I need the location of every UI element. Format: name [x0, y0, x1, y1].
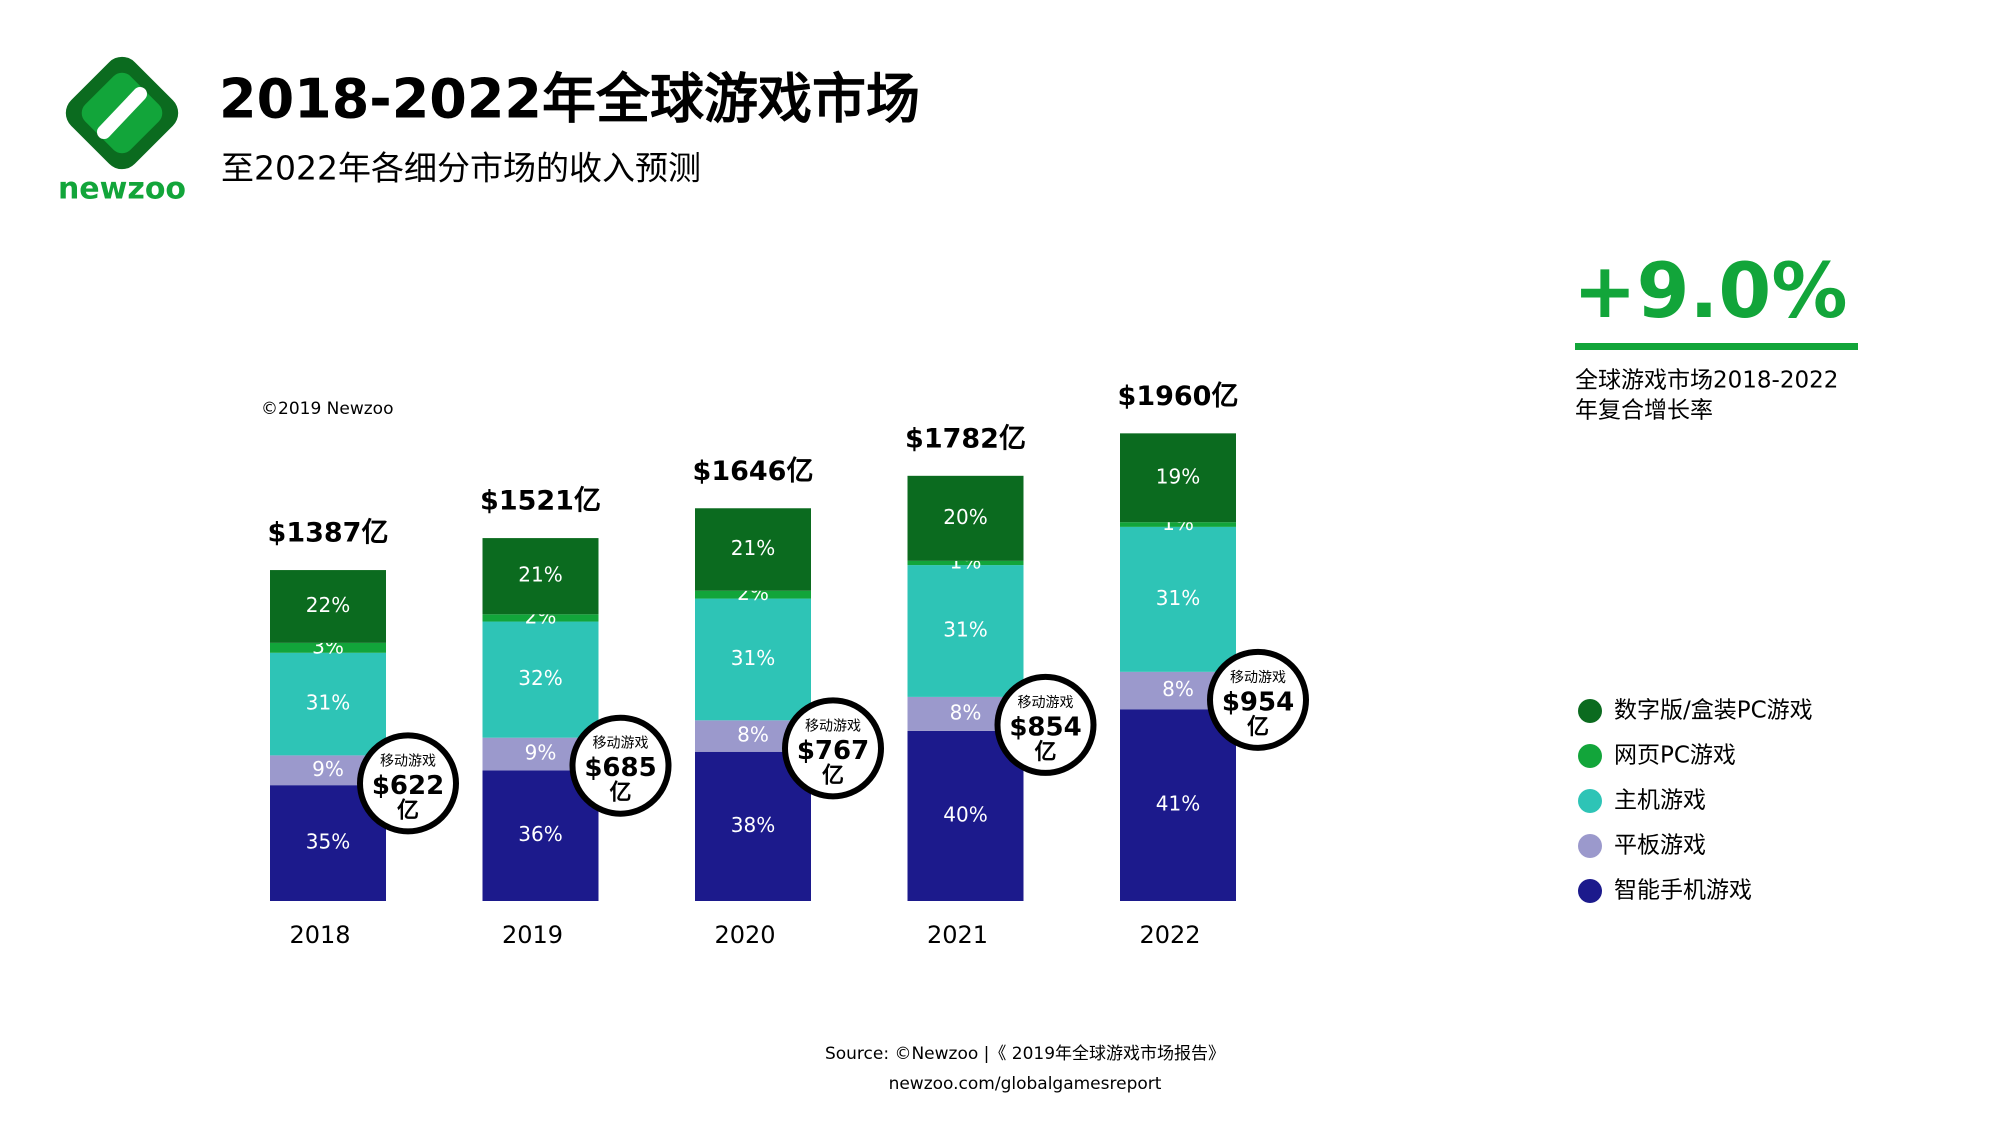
bar-segment: [270, 570, 386, 643]
copyright: ©2019 Newzoo: [261, 399, 393, 419]
mobile-unit: 亿: [397, 798, 419, 823]
x-tick-label: 2018: [289, 921, 350, 949]
bar-segment: [907, 730, 1024, 901]
x-tick-label: 2021: [927, 921, 988, 949]
segment-label: 21%: [518, 563, 562, 587]
bar-segment: [270, 642, 386, 653]
bar-segment: [907, 475, 1024, 561]
mobile-value: $954: [1222, 687, 1294, 717]
mobile-unit: 亿: [1034, 740, 1056, 765]
segment-label: 8%: [737, 723, 769, 747]
segment-label: 21%: [731, 536, 775, 560]
total-label: $1646亿: [693, 456, 814, 487]
legend-swatch: [1578, 744, 1602, 768]
bar-segment: [907, 565, 1024, 697]
segment-label: 38%: [731, 813, 775, 837]
legend-swatch: [1578, 834, 1602, 858]
cagr-caption: 年复合增长率: [1575, 398, 1713, 424]
bar-segment: [482, 621, 599, 738]
mobile-unit: 亿: [822, 763, 844, 788]
legend-label: 主机游戏: [1614, 788, 1706, 814]
mobile-callout: [1207, 648, 1309, 751]
bar-segment: [482, 614, 599, 622]
segment-label: 19%: [1156, 464, 1200, 488]
logo-text: newzoo: [58, 172, 186, 207]
chart-title: 2018-2022年全球游戏市场: [219, 68, 920, 131]
total-label: $1387亿: [268, 518, 389, 549]
legend-label: 网页PC游戏: [1614, 743, 1736, 769]
bar-segment: [1120, 526, 1236, 672]
cagr-caption: 全球游戏市场2018-2022: [1575, 368, 1838, 394]
bar-segment: [695, 590, 811, 599]
mobile-label: 移动游戏: [380, 753, 436, 769]
segment-label: 9%: [312, 757, 344, 781]
x-tick-label: 2022: [1139, 921, 1200, 949]
bar-segment: [482, 538, 599, 615]
bar-segment: [907, 560, 1024, 566]
source: Source: ©Newzoo |《 2019年全球游戏市场报告》: [825, 1044, 1225, 1064]
segment-label: 36%: [518, 822, 562, 846]
segment-label: 8%: [950, 700, 982, 724]
segment-label: 35%: [306, 830, 350, 854]
mobile-unit: 亿: [609, 781, 631, 806]
mobile-value: $685: [584, 753, 656, 783]
mobile-value: $767: [797, 736, 869, 766]
segment-label: 20%: [943, 505, 987, 529]
mobile-label: 移动游戏: [1018, 695, 1074, 711]
segment-label: 40%: [943, 802, 987, 826]
segment-label: 32%: [518, 666, 562, 690]
total-label: $1782亿: [905, 423, 1026, 454]
total-label: $1521亿: [480, 486, 601, 517]
mobile-callout: [782, 697, 884, 800]
legend-label: 数字版/盒装PC游戏: [1614, 698, 1813, 724]
mobile-label: 移动游戏: [805, 718, 861, 734]
legend-swatch: [1578, 879, 1602, 903]
segment-label: 31%: [943, 618, 987, 642]
mobile-callout: [994, 673, 1097, 776]
bar-segment: [1120, 433, 1236, 523]
bar-segment: [695, 598, 811, 721]
segment-label: 31%: [306, 691, 350, 715]
segment-label: 41%: [1156, 792, 1200, 816]
bar-segment: [1120, 522, 1236, 527]
source-url: newzoo.com/globalgamesreport: [889, 1074, 1162, 1094]
segment-label: 31%: [1156, 586, 1200, 610]
segment-label: 8%: [1162, 677, 1194, 701]
chart-subtitle: 至2022年各细分市场的收入预测: [221, 149, 701, 188]
bar-segment: [270, 652, 386, 756]
bar-segment: [1120, 709, 1236, 901]
segment-label: 22%: [306, 593, 350, 617]
segment-label: 9%: [525, 741, 557, 765]
mobile-unit: 亿: [1247, 715, 1269, 740]
cagr-rule: [1575, 343, 1858, 350]
segment-label: 31%: [731, 646, 775, 670]
x-tick-label: 2020: [714, 921, 775, 949]
legend-swatch: [1578, 789, 1602, 813]
mobile-value: $854: [1009, 712, 1081, 742]
mobile-label: 移动游戏: [593, 736, 649, 752]
mobile-callout: [569, 714, 672, 817]
cagr-value: +9.0%: [1573, 246, 1847, 335]
bar-segment: [695, 508, 811, 591]
legend-label: 智能手机游戏: [1614, 878, 1752, 904]
logo: [65, 56, 179, 170]
legend-label: 平板游戏: [1614, 833, 1706, 859]
x-tick-label: 2019: [502, 921, 563, 949]
legend-swatch: [1578, 699, 1602, 723]
mobile-value: $622: [372, 771, 444, 801]
total-label: $1960亿: [1118, 381, 1239, 412]
mobile-label: 移动游戏: [1230, 670, 1286, 686]
mobile-callout: [357, 732, 459, 835]
